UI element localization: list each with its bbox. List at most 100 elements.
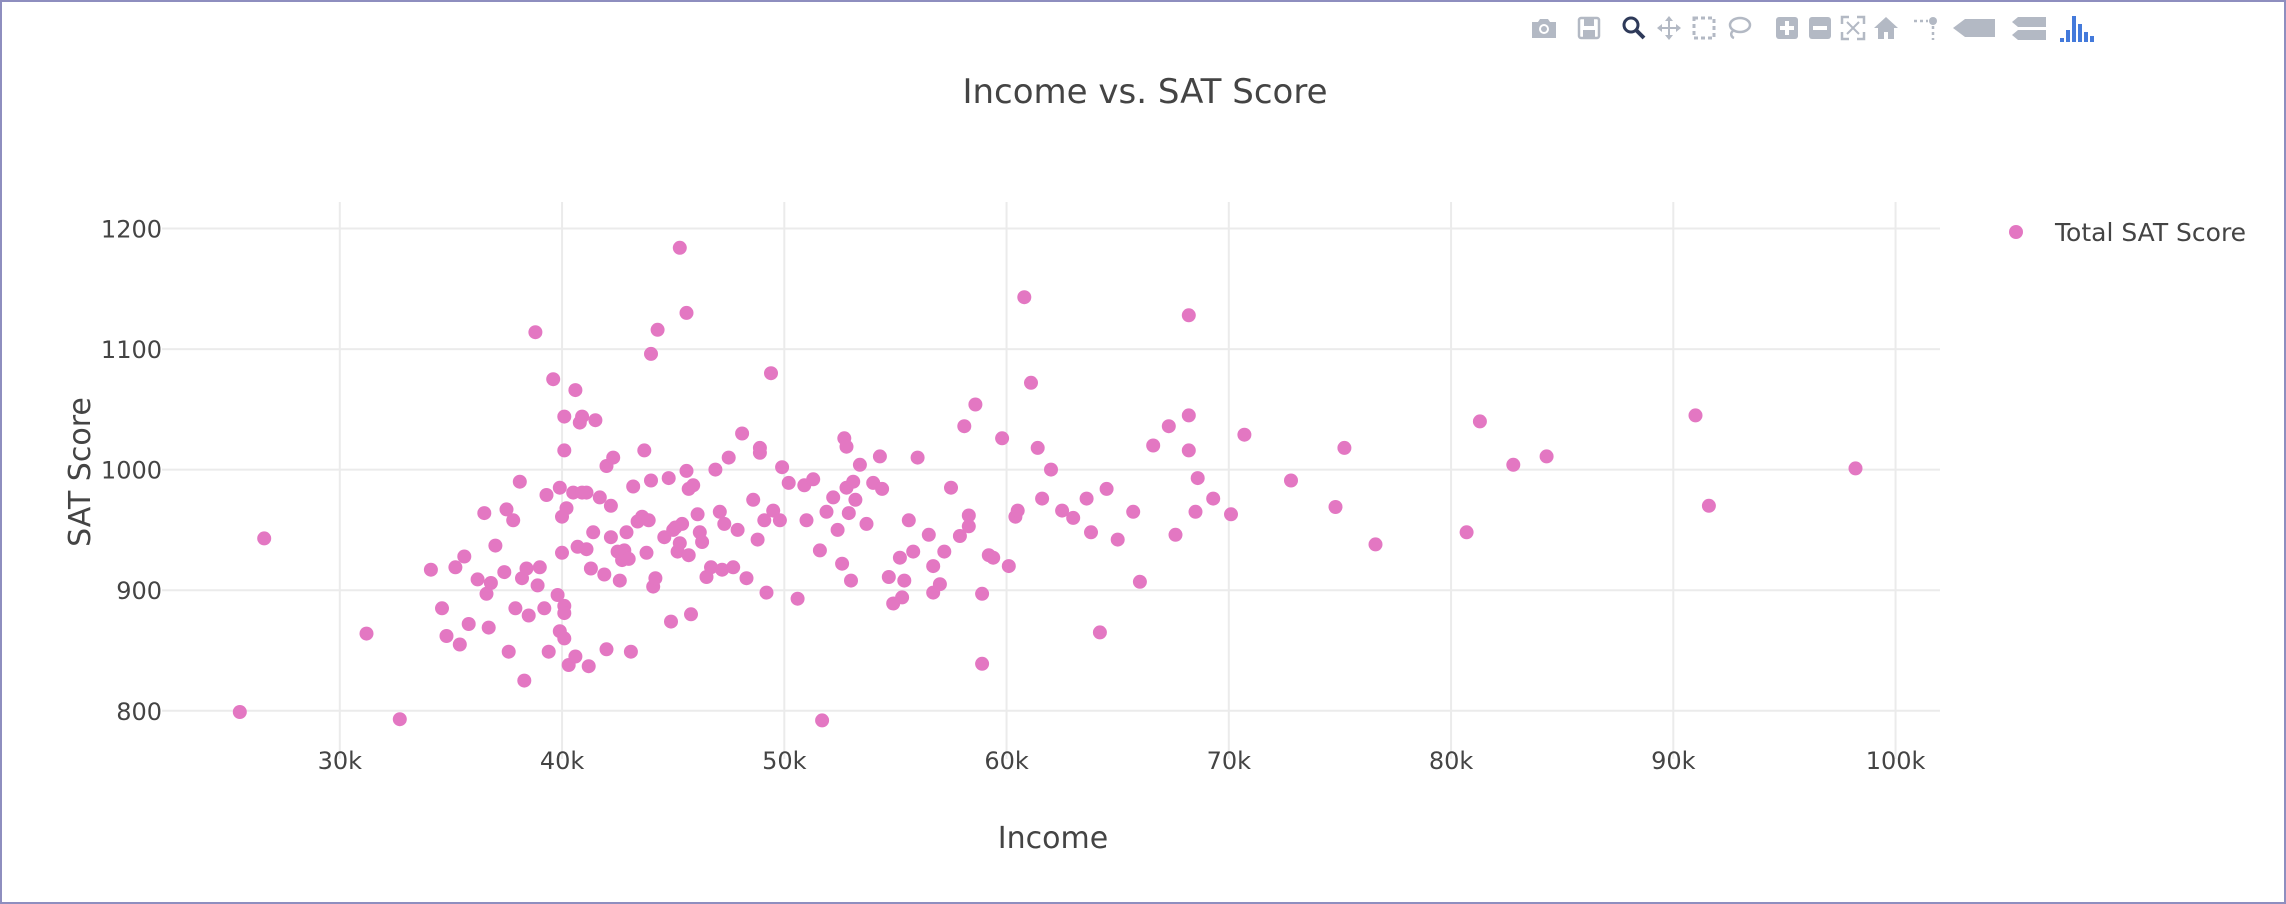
data-point[interactable] bbox=[559, 501, 574, 516]
data-point[interactable] bbox=[708, 462, 723, 477]
data-point[interactable] bbox=[957, 419, 972, 434]
hover-closest-icon[interactable] bbox=[1949, 12, 1999, 44]
data-point[interactable] bbox=[606, 450, 621, 465]
data-point[interactable] bbox=[897, 573, 912, 588]
data-point[interactable] bbox=[921, 527, 936, 542]
data-point[interactable] bbox=[508, 601, 523, 616]
data-point[interactable] bbox=[581, 659, 596, 674]
data-point[interactable] bbox=[975, 656, 990, 671]
data-point[interactable] bbox=[746, 492, 761, 507]
data-point[interactable] bbox=[644, 346, 658, 361]
data-point[interactable] bbox=[1146, 438, 1161, 453]
data-point[interactable] bbox=[961, 508, 976, 523]
data-point[interactable] bbox=[679, 463, 694, 478]
data-point[interactable] bbox=[546, 372, 561, 387]
data-point[interactable] bbox=[1092, 625, 1107, 640]
autoscale-icon[interactable] bbox=[1836, 12, 1870, 44]
data-point[interactable] bbox=[952, 529, 967, 543]
data-point[interactable] bbox=[926, 559, 941, 574]
data-point[interactable] bbox=[986, 550, 1001, 565]
data-point[interactable] bbox=[612, 573, 627, 588]
data-point[interactable] bbox=[1337, 440, 1352, 455]
data-point[interactable] bbox=[621, 551, 636, 566]
data-point[interactable] bbox=[521, 608, 536, 623]
data-point[interactable] bbox=[735, 426, 750, 441]
data-point[interactable] bbox=[641, 513, 656, 528]
data-point[interactable] bbox=[483, 576, 498, 590]
data-point[interactable] bbox=[232, 705, 247, 719]
data-point[interactable] bbox=[717, 516, 732, 531]
data-point[interactable] bbox=[1055, 503, 1070, 518]
data-point[interactable] bbox=[844, 573, 858, 588]
data-point[interactable] bbox=[1328, 500, 1343, 514]
data-point[interactable] bbox=[586, 525, 601, 540]
data-point[interactable] bbox=[452, 637, 467, 652]
data-point[interactable] bbox=[684, 607, 698, 622]
data-point[interactable] bbox=[257, 531, 272, 546]
data-point[interactable] bbox=[672, 240, 687, 255]
data-point[interactable] bbox=[841, 506, 856, 521]
data-point[interactable] bbox=[1284, 473, 1298, 488]
data-point[interactable] bbox=[715, 562, 730, 577]
data-point[interactable] bbox=[1472, 414, 1487, 429]
data-point[interactable] bbox=[499, 502, 514, 517]
data-point[interactable] bbox=[501, 644, 516, 659]
data-point[interactable] bbox=[772, 513, 787, 528]
data-point[interactable] bbox=[1539, 449, 1554, 464]
data-point[interactable] bbox=[932, 577, 947, 592]
data-point[interactable] bbox=[757, 513, 772, 528]
data-point[interactable] bbox=[1001, 559, 1016, 574]
data-point[interactable] bbox=[1161, 419, 1176, 434]
data-point[interactable] bbox=[477, 506, 492, 521]
data-point[interactable] bbox=[881, 570, 896, 584]
data-point[interactable] bbox=[648, 571, 663, 586]
data-point[interactable] bbox=[1224, 507, 1238, 522]
data-point[interactable] bbox=[1181, 408, 1196, 423]
data-point[interactable] bbox=[359, 626, 374, 641]
data-point[interactable] bbox=[679, 305, 694, 320]
data-point[interactable] bbox=[675, 516, 690, 531]
data-point[interactable] bbox=[479, 586, 494, 601]
data-point[interactable] bbox=[690, 507, 705, 522]
data-point[interactable] bbox=[664, 614, 678, 629]
data-point[interactable] bbox=[1110, 532, 1125, 547]
data-point[interactable] bbox=[1459, 525, 1474, 540]
data-point[interactable] bbox=[1688, 408, 1703, 423]
legend[interactable]: Total SAT Score bbox=[2009, 218, 2246, 247]
data-point[interactable] bbox=[1066, 510, 1081, 525]
data-point[interactable] bbox=[623, 644, 638, 659]
data-point[interactable] bbox=[806, 472, 821, 487]
data-point[interactable] bbox=[661, 471, 676, 486]
data-point[interactable] bbox=[519, 561, 534, 576]
data-point[interactable] bbox=[579, 485, 594, 500]
data-point[interactable] bbox=[579, 542, 594, 557]
data-point[interactable] bbox=[839, 439, 854, 454]
data-point[interactable] bbox=[906, 544, 921, 559]
data-point[interactable] bbox=[1035, 491, 1050, 506]
data-point[interactable] bbox=[672, 536, 687, 551]
data-point[interactable] bbox=[575, 409, 590, 424]
data-point[interactable] bbox=[588, 413, 603, 428]
data-point[interactable] bbox=[872, 449, 887, 464]
data-point[interactable] bbox=[764, 366, 778, 381]
data-point[interactable] bbox=[790, 591, 805, 606]
data-point[interactable] bbox=[1079, 491, 1094, 506]
data-point[interactable] bbox=[550, 588, 565, 602]
data-point[interactable] bbox=[637, 443, 652, 458]
lasso-select-icon[interactable] bbox=[1722, 12, 1756, 44]
data-point[interactable] bbox=[704, 560, 718, 575]
zoom-icon[interactable] bbox=[1617, 12, 1651, 44]
data-point[interactable] bbox=[619, 525, 634, 540]
data-point[interactable] bbox=[488, 538, 503, 553]
data-point[interactable] bbox=[532, 560, 547, 575]
data-point[interactable] bbox=[568, 649, 583, 664]
data-point[interactable] bbox=[481, 620, 496, 635]
data-point[interactable] bbox=[497, 565, 512, 580]
data-point[interactable] bbox=[759, 585, 774, 600]
data-point[interactable] bbox=[750, 532, 765, 547]
data-point[interactable] bbox=[603, 498, 618, 513]
data-point[interactable] bbox=[626, 479, 641, 494]
data-point[interactable] bbox=[848, 492, 863, 507]
data-point[interactable] bbox=[875, 481, 890, 496]
data-point[interactable] bbox=[895, 590, 910, 605]
